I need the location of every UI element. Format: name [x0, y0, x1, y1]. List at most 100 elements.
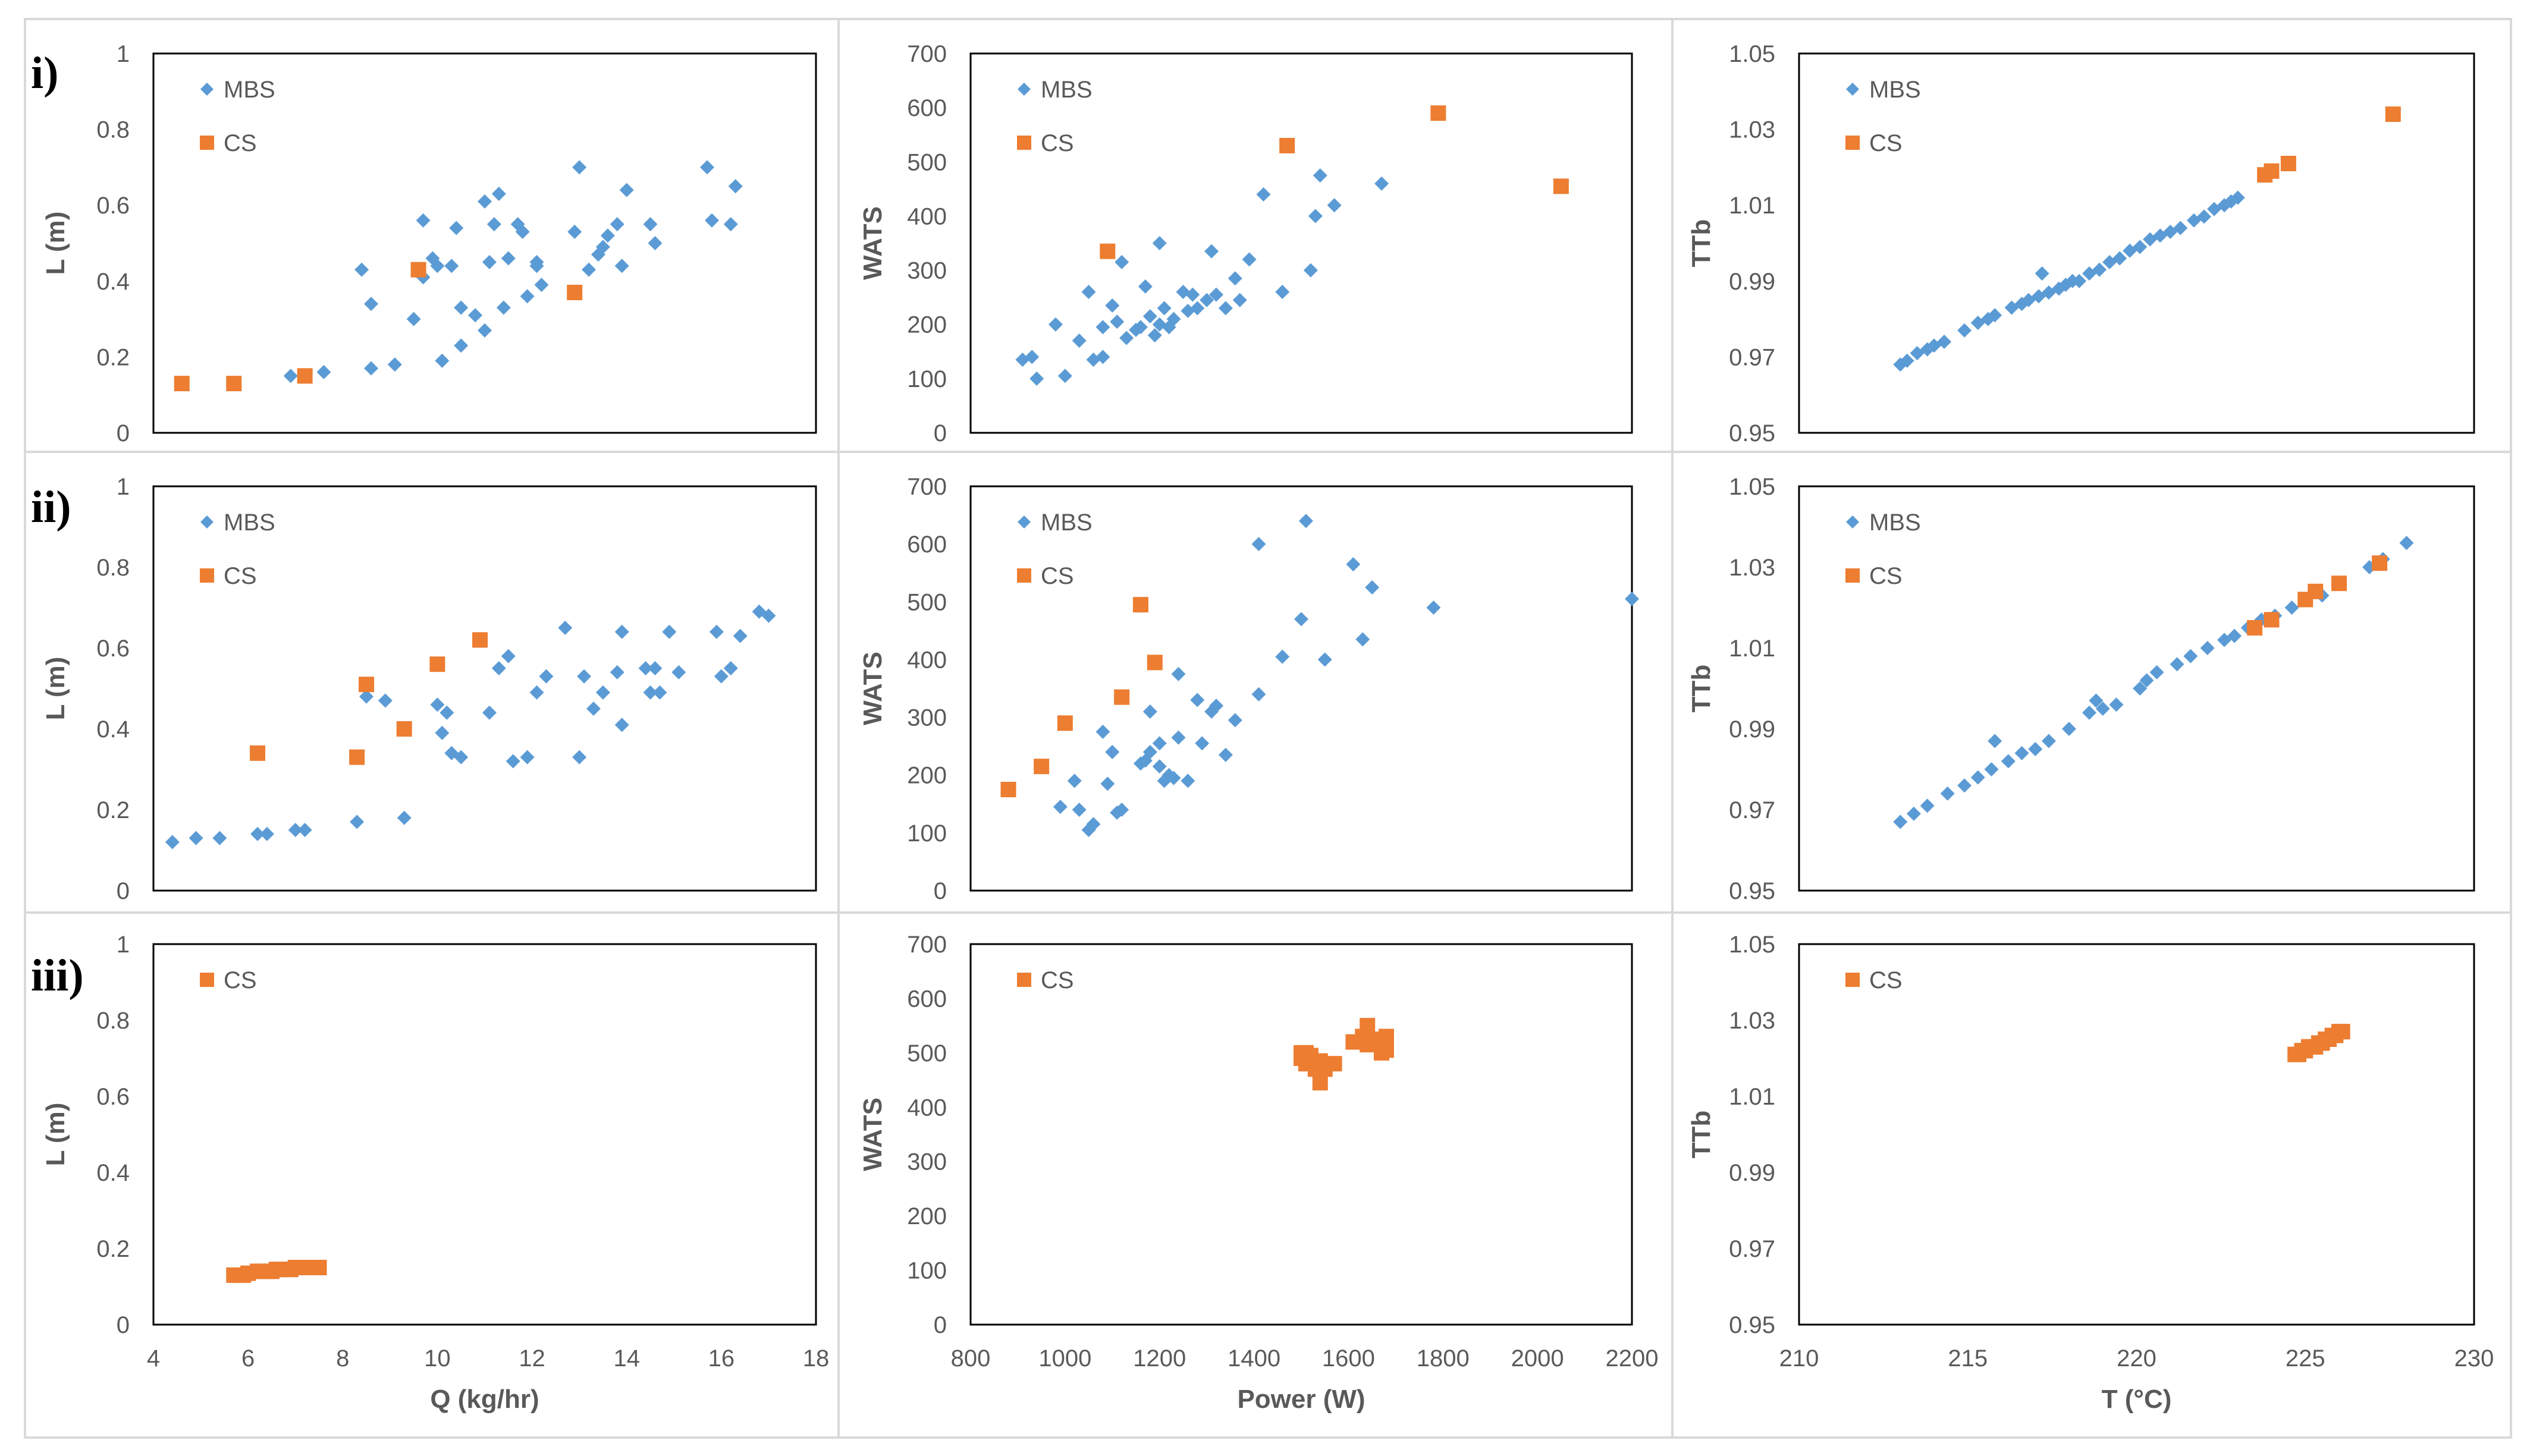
x-tick-label: 8: [336, 1345, 349, 1372]
legend-label-mbs: MBS: [1869, 510, 1921, 536]
data-point-mbs: [486, 217, 501, 232]
data-point-mbs: [1105, 298, 1120, 313]
data-point-mbs: [478, 194, 492, 209]
data-point-mbs: [259, 826, 274, 841]
data-point-cs: [1114, 689, 1130, 705]
data-point-mbs: [283, 369, 298, 383]
x-tick-label: 6: [241, 1345, 255, 1372]
data-point-mbs: [491, 187, 506, 202]
data-point-mbs: [1133, 320, 1148, 335]
y-tick-label: 700: [907, 474, 947, 500]
data-point-mbs: [2149, 665, 2164, 680]
legend-marker-mbs: [1846, 83, 1859, 96]
data-point-mbs: [1100, 776, 1115, 791]
data-point-mbs: [1346, 557, 1361, 572]
data-point-mbs: [2284, 600, 2299, 615]
row-label-ii: ii): [31, 482, 71, 532]
legend-label-cs: CS: [1869, 563, 1903, 589]
data-point-mbs: [435, 725, 450, 740]
data-point-cs: [311, 1260, 327, 1275]
data-point-mbs: [2072, 273, 2087, 288]
y-tick-label: 0.4: [96, 269, 130, 295]
data-point-mbs: [648, 661, 663, 675]
data-point-cs: [1100, 243, 1116, 259]
x-tick-label: 12: [519, 1345, 545, 1372]
legend-label-cs: CS: [224, 130, 257, 156]
data-point-mbs: [515, 224, 530, 239]
y-tick-label: 0.8: [96, 1008, 130, 1034]
y-axis-label: L (m): [41, 1103, 70, 1166]
data-point-mbs: [2230, 190, 2245, 205]
y-tick-label: 0.6: [96, 193, 130, 219]
y-tick-label: 0.95: [1729, 1312, 1775, 1338]
data-point-mbs: [2092, 262, 2107, 277]
data-point-mbs: [2200, 641, 2215, 655]
x-tick-label: 2200: [1606, 1345, 1659, 1372]
y-tick-label: 0.4: [96, 1160, 130, 1186]
data-point-mbs: [2227, 628, 2242, 643]
data-point-mbs: [1204, 244, 1219, 259]
y-tick-label: 400: [907, 647, 947, 673]
data-point-mbs: [297, 823, 312, 837]
y-tick-label: 200: [907, 312, 947, 338]
data-point-mbs: [250, 826, 265, 841]
data-point-mbs: [350, 815, 365, 829]
data-point-mbs: [1308, 209, 1323, 224]
data-point-mbs: [1157, 301, 1172, 316]
x-axis-label: T (°C): [2102, 1385, 2172, 1414]
x-tick-label: 16: [708, 1345, 735, 1372]
data-point-mbs: [1171, 666, 1186, 681]
y-tick-label: 200: [907, 763, 947, 789]
y-tick-label: 100: [907, 366, 947, 392]
data-point-mbs: [529, 259, 544, 273]
data-point-mbs: [165, 835, 180, 850]
data-point-cs: [174, 376, 190, 392]
y-axis-label: L (m): [41, 212, 70, 275]
y-tick-label: 1: [117, 932, 130, 958]
x-tick-label: 1000: [1038, 1345, 1091, 1372]
legend-label-cs: CS: [1869, 130, 1903, 156]
legend-label-cs: CS: [224, 563, 257, 589]
data-point-mbs: [212, 831, 227, 845]
data-point-mbs: [1067, 773, 1082, 788]
y-tick-label: 300: [907, 258, 947, 284]
data-point-mbs: [643, 685, 658, 700]
legend-marker-cs: [1017, 973, 1031, 987]
data-point-cs: [1430, 105, 1446, 121]
panel-frame: [1671, 911, 2512, 1439]
plot-area: [969, 943, 1633, 1326]
data-point-mbs: [1218, 747, 1233, 762]
y-tick-label: 0.8: [96, 117, 130, 143]
y-tick-label: 0.99: [1729, 269, 1775, 295]
legend-label-cs: CS: [1041, 130, 1074, 156]
data-point-mbs: [652, 685, 667, 700]
data-point-mbs: [364, 297, 379, 312]
x-tick-label: 1800: [1417, 1345, 1470, 1372]
data-point-mbs: [614, 259, 629, 273]
y-tick-label: 400: [907, 1095, 947, 1121]
y-tick-label: 600: [907, 532, 947, 558]
x-tick-label: 14: [613, 1345, 640, 1372]
data-point-cs: [1057, 715, 1073, 731]
x-tick-label: 4: [147, 1345, 160, 1372]
x-tick-label: 230: [2454, 1345, 2494, 1372]
data-point-mbs: [1105, 744, 1120, 759]
data-point-mbs: [359, 689, 374, 704]
data-point-cs: [2247, 620, 2263, 636]
data-point-mbs: [1209, 287, 1224, 302]
data-point-cs: [250, 745, 266, 761]
data-point-cs: [1378, 1042, 1394, 1058]
x-axis-label: Q (kg/hr): [430, 1385, 539, 1414]
data-point-mbs: [2133, 240, 2148, 254]
data-point-mbs: [1200, 293, 1214, 307]
data-point-mbs: [614, 624, 629, 639]
data-point-cs: [297, 1260, 313, 1275]
data-point-mbs: [1242, 252, 1257, 267]
data-point-mbs: [2183, 649, 2198, 663]
row-label-i: i): [31, 48, 59, 98]
data-point-mbs: [1940, 786, 1955, 801]
data-point-mbs: [354, 262, 369, 277]
data-point-mbs: [435, 353, 450, 368]
y-tick-label: 1.03: [1729, 555, 1775, 581]
legend-marker-cs: [200, 136, 214, 150]
